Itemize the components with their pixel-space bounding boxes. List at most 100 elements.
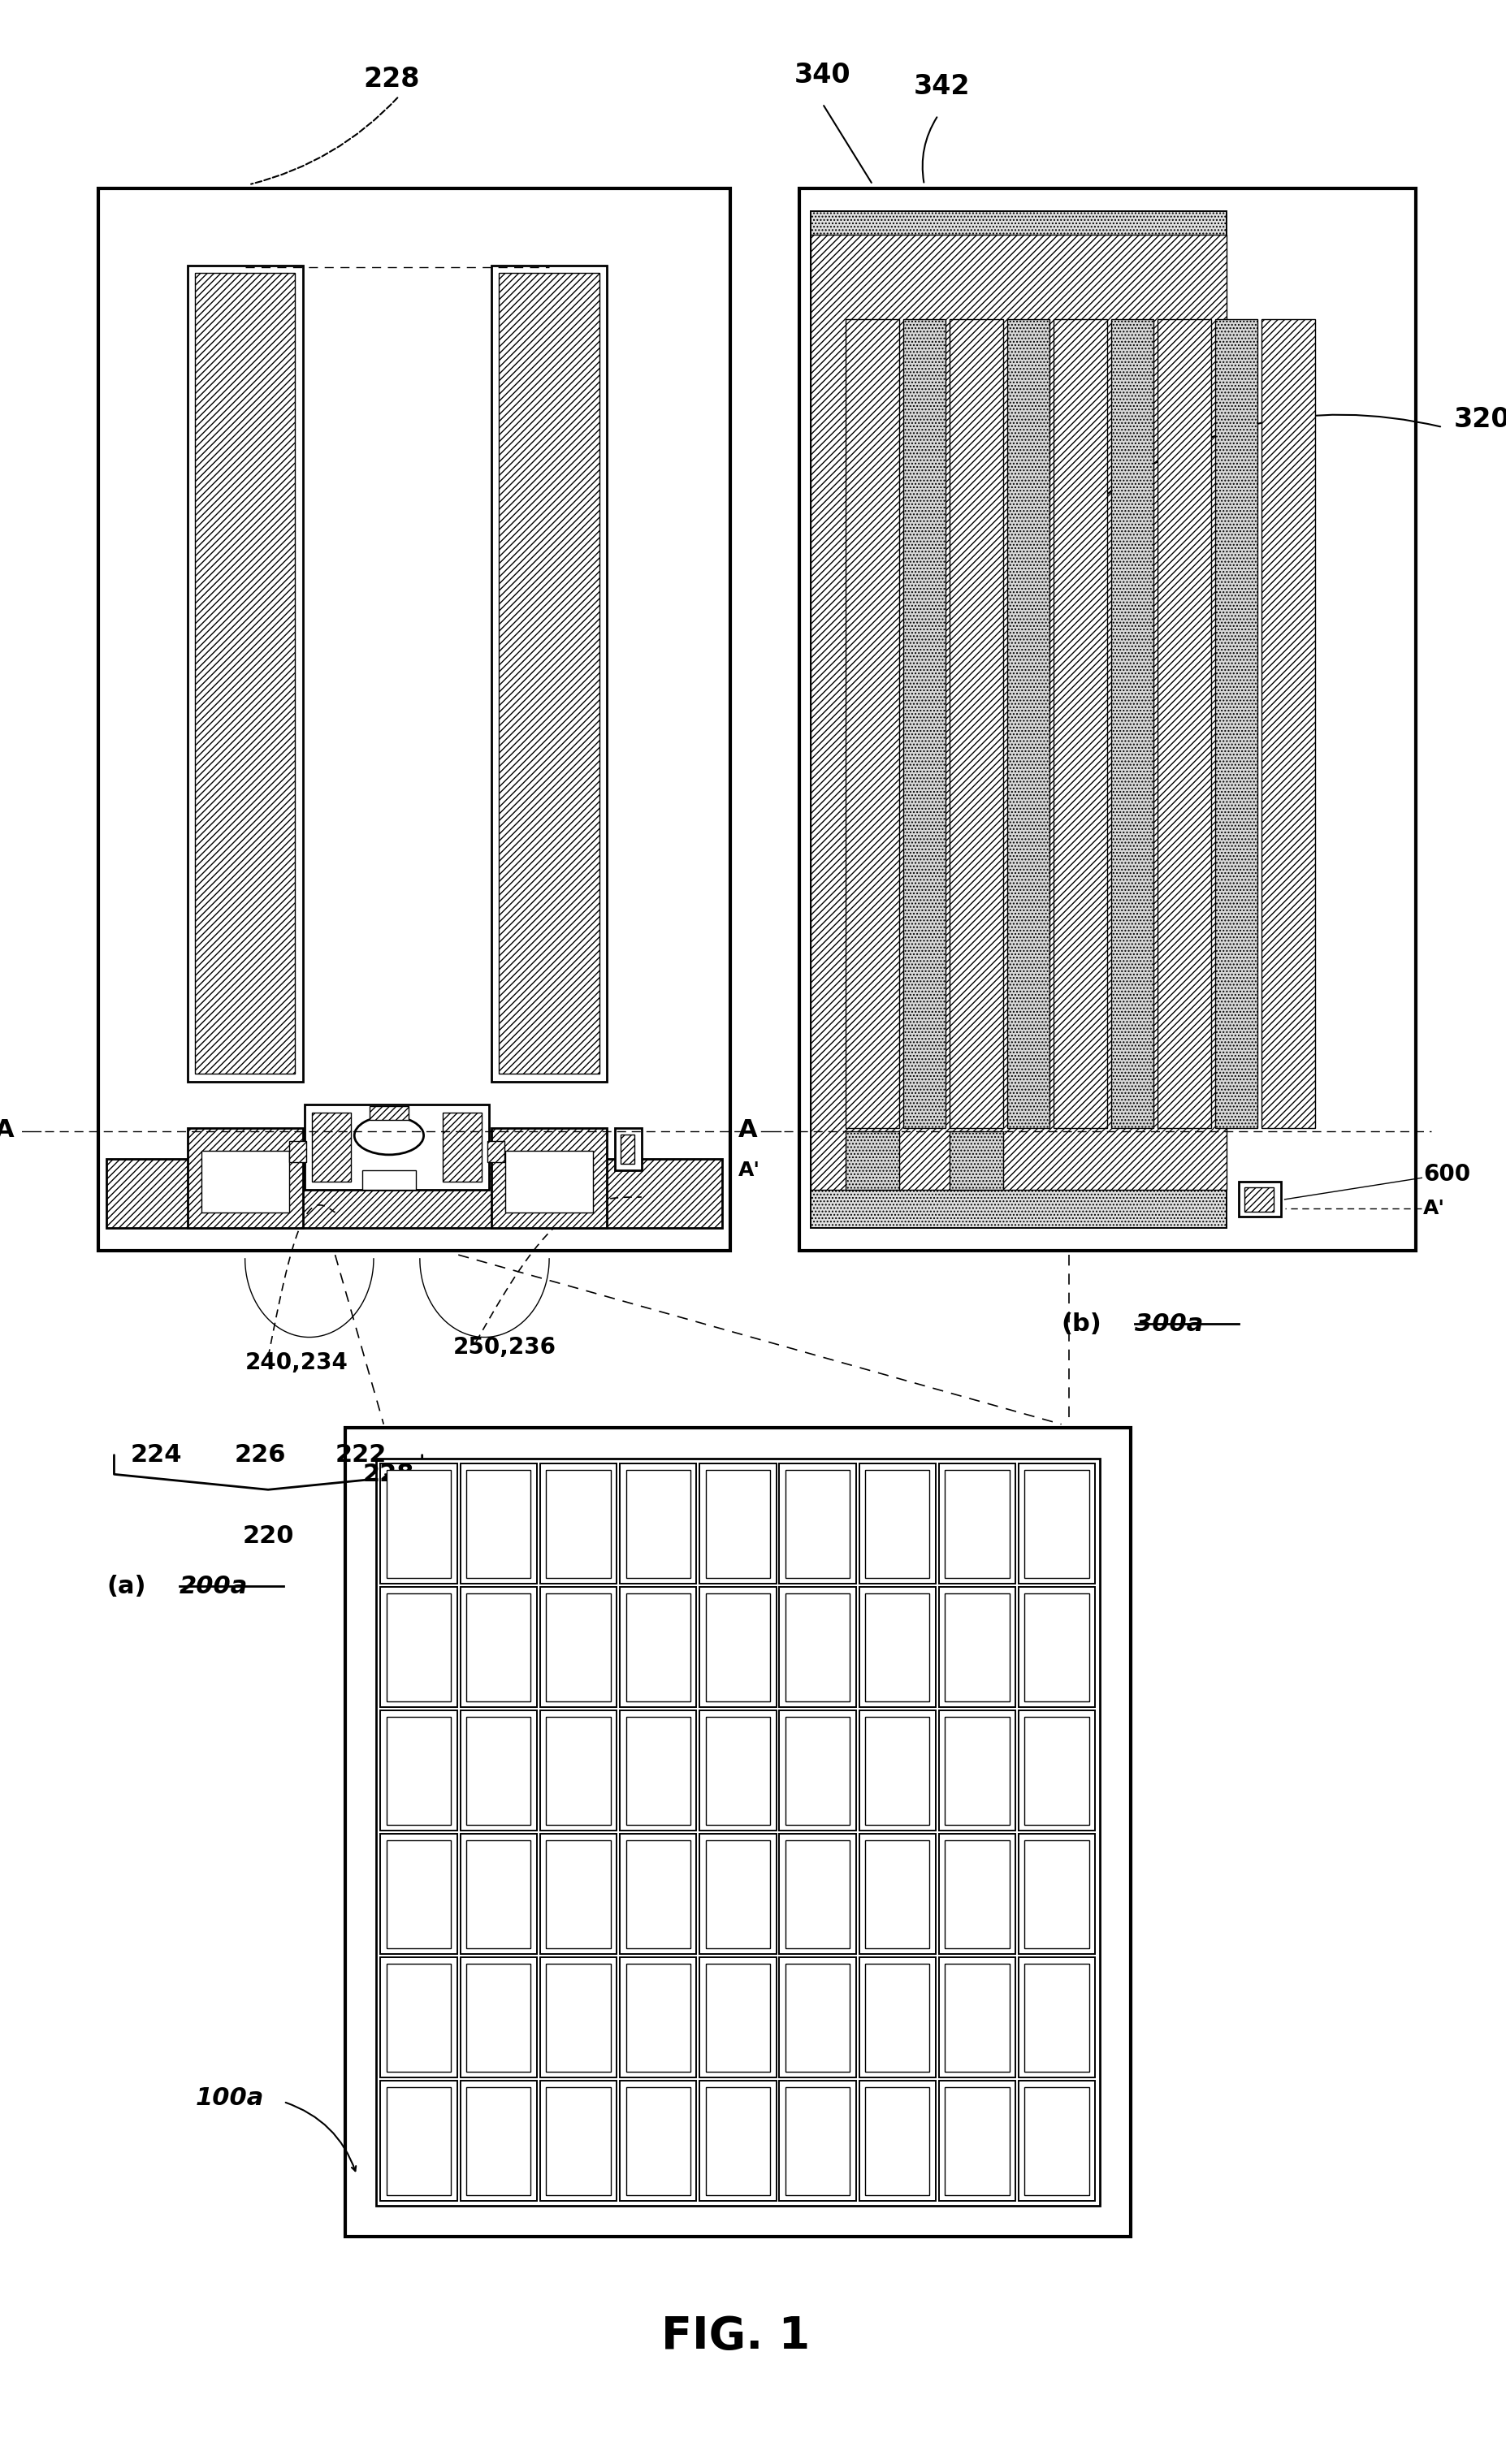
Bar xyxy=(381,2080,458,2200)
Text: (a): (a) xyxy=(107,1574,146,1599)
Bar xyxy=(1024,1841,1089,1949)
Bar xyxy=(1018,1587,1095,1708)
Bar xyxy=(467,1964,530,2072)
Bar xyxy=(626,1964,690,2072)
Bar xyxy=(944,1469,1009,1577)
Text: A': A' xyxy=(1423,1200,1446,1217)
Bar xyxy=(467,2087,530,2195)
Bar xyxy=(387,1841,452,1949)
Bar xyxy=(786,1964,849,2072)
Bar xyxy=(381,1956,458,2077)
Bar xyxy=(626,1841,690,1949)
Bar xyxy=(938,2080,1015,2200)
Ellipse shape xyxy=(354,1116,423,1156)
Text: 224: 224 xyxy=(131,1444,182,1466)
Bar xyxy=(467,1594,530,1700)
Text: 250,236: 250,236 xyxy=(453,1335,556,1358)
Text: 320: 320 xyxy=(1455,407,1506,434)
Bar xyxy=(461,1710,538,1831)
Bar xyxy=(858,1833,935,1954)
Bar xyxy=(541,1464,617,1584)
Bar xyxy=(547,1469,610,1577)
Bar xyxy=(381,1587,458,1708)
Bar xyxy=(361,1170,416,1190)
Bar xyxy=(938,1587,1015,1708)
Bar xyxy=(858,2080,935,2200)
Text: (b): (b) xyxy=(1062,1313,1102,1335)
Bar xyxy=(858,1710,935,1831)
Bar xyxy=(498,274,599,1074)
Bar xyxy=(381,1464,458,1584)
Bar xyxy=(858,1956,935,2077)
Bar xyxy=(944,1841,1009,1949)
Bar xyxy=(706,1841,770,1949)
Bar xyxy=(194,274,295,1074)
Bar xyxy=(1244,1188,1274,1212)
Bar xyxy=(706,1469,770,1577)
Bar xyxy=(541,2080,617,2200)
Text: 342: 342 xyxy=(914,74,970,101)
Bar xyxy=(387,1469,452,1577)
Bar xyxy=(1024,1964,1089,2072)
Bar xyxy=(626,2087,690,2195)
Bar xyxy=(1024,2087,1089,2195)
Bar xyxy=(1024,1594,1089,1700)
Bar xyxy=(381,1833,458,1954)
Bar xyxy=(700,1464,776,1584)
Bar xyxy=(541,1587,617,1708)
Bar xyxy=(461,2080,538,2200)
Bar xyxy=(1008,320,1050,1129)
Text: 240,234: 240,234 xyxy=(245,1350,348,1375)
Bar xyxy=(491,1129,607,1227)
Bar xyxy=(467,1469,530,1577)
Text: A: A xyxy=(0,1119,14,1141)
Bar xyxy=(376,1459,1099,2205)
Bar xyxy=(99,187,730,1252)
Bar xyxy=(506,1151,593,1212)
Bar xyxy=(187,1129,303,1227)
Bar xyxy=(812,234,1227,1190)
Text: 340: 340 xyxy=(794,62,851,89)
Bar xyxy=(779,1587,855,1708)
Bar xyxy=(312,1111,351,1183)
Bar xyxy=(620,2080,696,2200)
Bar xyxy=(289,1141,306,1163)
Bar xyxy=(620,1833,696,1954)
Bar xyxy=(950,1131,1003,1190)
Bar xyxy=(461,1464,538,1584)
Bar xyxy=(779,1833,855,1954)
Bar xyxy=(866,1717,929,1826)
Text: 100a: 100a xyxy=(196,2087,264,2109)
Bar xyxy=(387,2087,452,2195)
Bar xyxy=(866,1469,929,1577)
Text: 300a: 300a xyxy=(1134,1313,1203,1335)
Bar xyxy=(944,1964,1009,2072)
Bar xyxy=(1018,1464,1095,1584)
Bar xyxy=(786,2087,849,2195)
Bar xyxy=(387,1717,452,1826)
Bar xyxy=(700,1956,776,2077)
Bar xyxy=(304,1104,489,1190)
Bar xyxy=(467,1717,530,1826)
Bar xyxy=(866,1594,929,1700)
Bar xyxy=(1024,1469,1089,1577)
Text: A: A xyxy=(738,1119,758,1141)
Bar xyxy=(938,1956,1015,2077)
Bar xyxy=(779,1464,855,1584)
Bar xyxy=(706,2087,770,2195)
Bar xyxy=(786,1469,849,1577)
Bar xyxy=(1018,1956,1095,2077)
Bar xyxy=(944,1717,1009,1826)
Bar xyxy=(491,266,607,1082)
Bar xyxy=(938,1464,1015,1584)
Bar xyxy=(944,1594,1009,1700)
Bar xyxy=(1018,2080,1095,2200)
Bar xyxy=(866,1841,929,1949)
Bar xyxy=(547,1594,610,1700)
Bar xyxy=(706,1717,770,1826)
Bar xyxy=(547,2087,610,2195)
Text: 228: 228 xyxy=(363,1464,414,1486)
Bar xyxy=(938,1833,1015,1954)
Bar xyxy=(1238,1183,1280,1217)
Bar xyxy=(187,266,303,1082)
